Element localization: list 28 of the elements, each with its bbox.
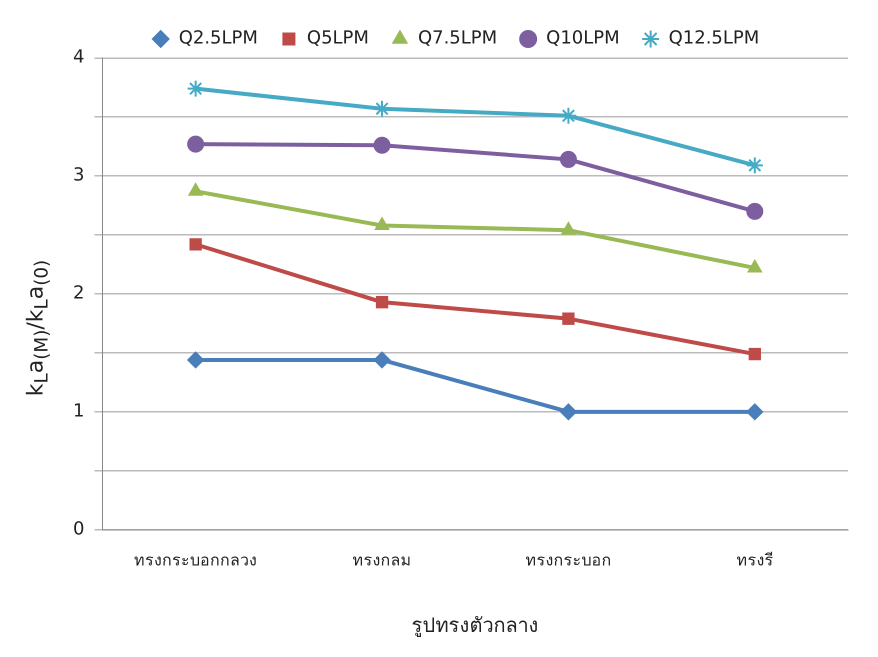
- point: [189, 238, 202, 251]
- point: [374, 136, 391, 154]
- point: [746, 202, 764, 220]
- x-axis-title: รูปทรงตัวกลาง: [412, 613, 539, 638]
- point: [560, 403, 577, 420]
- y-tick-label: 2: [73, 282, 84, 304]
- legend-label: Q7.5LPM: [418, 28, 498, 49]
- legend-label: Q2.5LPM: [178, 28, 258, 49]
- x-tick-label: ทรงรี: [736, 550, 774, 570]
- x-tick-label: ทรงกระบอกกลวง: [134, 550, 258, 570]
- legend-label: Q5LPM: [306, 28, 369, 49]
- point: [187, 351, 204, 368]
- x-tick-label: ทรงกระบอก: [525, 550, 612, 570]
- x-tick-label: ทรงกลม: [352, 550, 412, 570]
- point: [746, 403, 764, 420]
- y-tick-label: 3: [73, 164, 84, 186]
- point: [187, 136, 204, 153]
- point: [376, 296, 388, 308]
- point: [748, 348, 761, 360]
- point: [374, 351, 391, 368]
- y-tick-label: 0: [73, 518, 84, 540]
- y-tick-label: 4: [73, 46, 84, 68]
- point: [560, 150, 577, 168]
- y-tick-label: 1: [73, 400, 84, 422]
- point: [746, 156, 764, 174]
- legend-label: Q10LPM: [546, 28, 620, 49]
- legend-label: Q12.5LPM: [668, 28, 760, 49]
- point: [562, 312, 575, 325]
